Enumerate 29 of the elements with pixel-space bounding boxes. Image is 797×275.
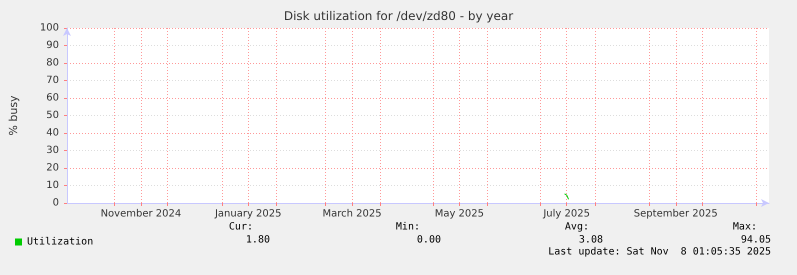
y-tick-label: 70 bbox=[46, 75, 59, 86]
y-tick-label: 100 bbox=[40, 22, 59, 34]
y-axis-title: % busy bbox=[7, 94, 20, 136]
text: 0.00 bbox=[416, 234, 441, 246]
x-tick-label: May 2025 bbox=[434, 208, 484, 220]
y-tick-label: 50 bbox=[46, 110, 59, 121]
y-tick-label: 10 bbox=[46, 180, 59, 191]
text: 94.05 bbox=[740, 234, 771, 246]
x-tick-label: November 2024 bbox=[100, 208, 182, 220]
y-tick-label: 80 bbox=[46, 58, 59, 68]
y-tick-label: 30 bbox=[46, 145, 59, 156]
x-tick-label: July 2025 bbox=[542, 208, 590, 220]
chart-title: Disk utilization for /dev/zd80 - by year bbox=[284, 9, 514, 23]
y-tick-label: 0 bbox=[52, 198, 59, 208]
y-tick-label: 90 bbox=[46, 40, 59, 51]
text: Last update: Sat Nov 8 01:05:35 2025 bbox=[548, 246, 771, 258]
y-tick-label: 60 bbox=[46, 92, 59, 104]
x-tick-label: January 2025 bbox=[214, 208, 282, 220]
text: Cur: bbox=[228, 222, 253, 232]
text: 1.80 bbox=[246, 234, 270, 246]
x-tick-label: September 2025 bbox=[634, 208, 718, 220]
legend-label: Utilization bbox=[27, 236, 94, 248]
y-tick-label: 40 bbox=[46, 128, 59, 138]
y-tick-label: 20 bbox=[46, 162, 59, 174]
text: 3.08 bbox=[578, 234, 603, 246]
text: Max: bbox=[732, 222, 757, 232]
text: Avg: bbox=[564, 222, 589, 232]
x-tick-label: March 2025 bbox=[322, 208, 382, 220]
text: Min: bbox=[396, 222, 420, 232]
